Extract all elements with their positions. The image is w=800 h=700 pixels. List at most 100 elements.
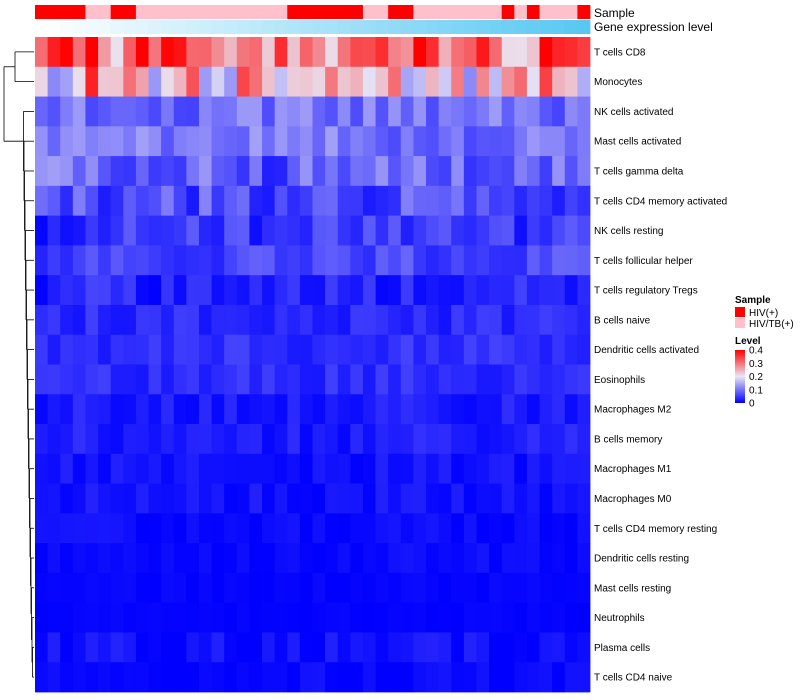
legend-level-tick: 0.3 [749,359,763,370]
heatmap-cell [198,364,212,395]
heatmap-cell [186,275,200,306]
heatmap-cell [211,126,225,157]
heatmap-cell [60,513,74,544]
heatmap-cell [60,543,74,574]
heatmap-cell [299,66,313,97]
heatmap-cell [325,156,339,187]
gene-expression-annotation-cell [426,20,440,34]
heatmap-cell [35,245,49,276]
gene-expression-annotation-cell [161,20,175,34]
heatmap-cell [198,66,212,97]
heatmap-cell [211,543,225,574]
heatmap-cell [501,66,515,97]
heatmap-cell [236,424,250,455]
heatmap-cell [526,602,540,633]
heatmap-cell [463,96,477,127]
heatmap-cell [287,156,301,187]
heatmap-cell [451,424,465,455]
heatmap-cell [274,126,288,157]
heatmap-cell [438,245,452,276]
heatmap-cell [463,662,477,693]
heatmap-cell [325,602,339,633]
heatmap-cell [325,364,339,395]
row-label: Dendritic cells resting [594,554,689,565]
heatmap-cell [161,156,175,187]
heatmap-cell [501,334,515,365]
heatmap-cell [476,662,490,693]
heatmap-cell [262,334,276,365]
heatmap-cell [60,304,74,336]
heatmap-cell [249,215,263,246]
row-label: T cells CD4 naive [594,673,673,684]
heatmap-cell [564,453,578,484]
heatmap-cell [312,572,326,604]
heatmap-cell [72,364,86,395]
heatmap-cell [564,394,578,425]
heatmap-cell [35,453,49,484]
heatmap-cell [451,483,465,514]
heatmap-cell [47,632,61,663]
heatmap-cell [110,602,124,633]
gene-expression-annotation-cell [413,20,427,34]
heatmap-cell [186,543,200,574]
heatmap-cell [98,215,112,246]
row-label: Mast cells activated [594,137,681,148]
heatmap-cell [463,275,477,306]
heatmap-cell [299,275,313,306]
heatmap-cell [299,126,313,157]
heatmap-cell [539,394,553,425]
heatmap-cell [299,215,313,246]
heatmap-cell [161,662,175,693]
gene-expression-annotation-cell [123,20,137,34]
heatmap-cell [463,632,477,663]
heatmap-cell [110,632,124,663]
sample-annotation-cell [388,5,402,19]
heatmap-cell [211,156,225,187]
heatmap-cell [186,245,200,276]
heatmap-cell [249,275,263,306]
gene-expression-annotation-cell [60,20,74,34]
heatmap-cell [552,453,566,484]
row-label: Macrophages M2 [594,405,672,416]
heatmap-cell [123,572,137,604]
heatmap-cell [388,66,402,97]
heatmap-cell [388,304,402,336]
heatmap-cell [110,275,124,306]
gene-expression-annotation-cell [489,20,503,34]
heatmap-cell [186,453,200,484]
heatmap-cell [362,304,376,336]
heatmap-cell [211,96,225,127]
sample-annotation-cell [135,5,149,19]
heatmap-cell [476,96,490,127]
heatmap-cell [299,572,313,604]
heatmap-cell [552,156,566,187]
heatmap-cell [337,66,351,97]
gene-expression-annotation-cell [186,20,200,34]
heatmap-cell [123,37,137,68]
heatmap-cell [98,185,112,217]
heatmap-cell [514,572,528,604]
heatmap-cell [198,483,212,514]
heatmap-cell [489,275,503,306]
heatmap-cell [224,156,238,187]
heatmap-cell [211,275,225,306]
heatmap-cell [186,364,200,395]
heatmap-cell [375,513,389,544]
heatmap-cell [148,513,162,544]
heatmap-cell [224,572,238,604]
heatmap-cell [123,156,137,187]
heatmap-cell [262,453,276,484]
heatmap-cell [148,126,162,157]
sample-annotation-cell [198,5,212,19]
heatmap-cell [577,543,591,574]
heatmap-cell [400,364,414,395]
heatmap-cell [198,334,212,365]
heatmap-cell [224,66,238,97]
row-label: NK cells resting [594,226,663,237]
sample-annotation-cell [476,5,490,19]
heatmap-cell [375,453,389,484]
heatmap-cell [564,543,578,574]
heatmap-cell [438,156,452,187]
heatmap-cell [312,185,326,217]
heatmap-cell [350,334,364,365]
